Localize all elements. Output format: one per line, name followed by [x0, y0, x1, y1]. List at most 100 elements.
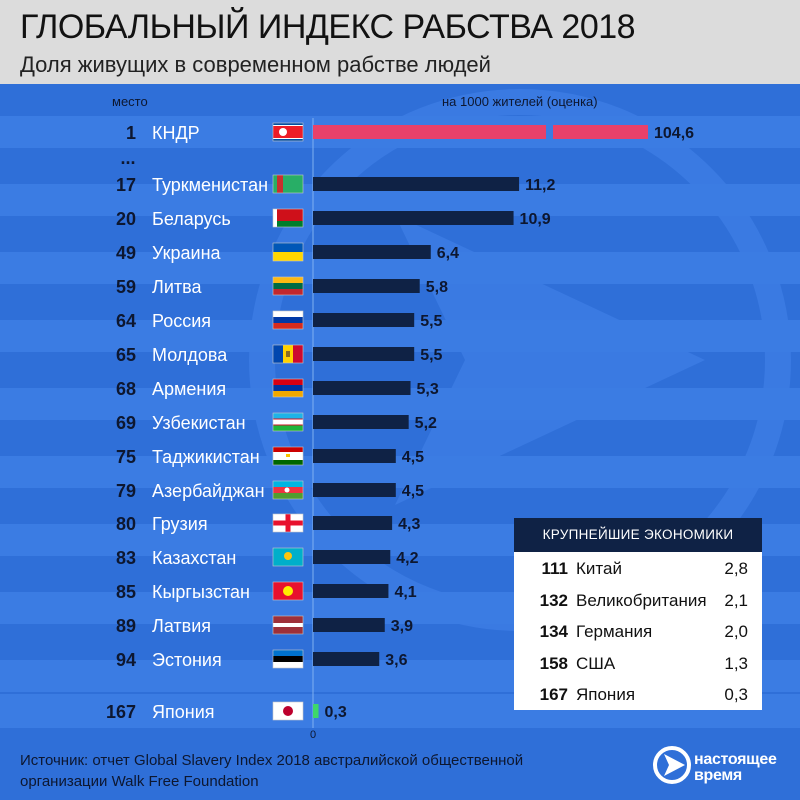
bar — [313, 449, 396, 463]
country-label: Беларусь — [152, 209, 231, 229]
rank-label: 17 — [116, 175, 136, 195]
source-note: Источник: отчет Global Slavery Index 201… — [20, 750, 523, 792]
flag-kz-icon — [272, 547, 304, 567]
unit-label: на 1000 жителей (оценка) — [442, 94, 598, 109]
bar — [313, 584, 389, 598]
flag-lt-icon — [272, 276, 304, 296]
country-label: Таджикистан — [152, 447, 260, 467]
country-label: Латвия — [152, 616, 211, 636]
bar — [313, 347, 415, 361]
flag-lv-icon — [272, 615, 304, 635]
economy-value: 2,0 — [724, 622, 748, 641]
flag-kg-icon — [272, 581, 304, 601]
value-label: 4,5 — [402, 449, 424, 466]
economy-rank: 134 — [539, 622, 568, 641]
flag-jp-icon — [272, 701, 304, 721]
largest-economies-panel: КРУПНЕЙШИЕ ЭКОНОМИКИ 111 Китай 2,8 132 Велик… — [514, 518, 762, 710]
rank-label: 59 — [116, 277, 136, 297]
value-label: 4,5 — [402, 483, 424, 500]
rank-label: 83 — [116, 548, 136, 568]
economy-country: Великобритания — [576, 590, 707, 610]
rank-label: 65 — [116, 345, 136, 365]
country-label: Узбекистан — [152, 413, 246, 433]
flag-by-icon — [272, 208, 304, 228]
bar — [313, 125, 546, 139]
country-label: Грузия — [152, 514, 208, 534]
value-label: 0,3 — [325, 704, 347, 721]
header: ГЛОБАЛЬНЫЙ ИНДЕКС РАБСТВА 2018 Доля живу… — [0, 0, 800, 84]
rank-label: 49 — [116, 243, 136, 263]
rank-label: 85 — [116, 582, 136, 602]
economy-value: 2,8 — [724, 559, 748, 578]
bar — [313, 483, 396, 497]
flag-az-icon — [272, 480, 304, 500]
rank-label: 79 — [116, 481, 136, 501]
rank-label: 80 — [116, 514, 136, 534]
economy-row: 132 Великобритания 2,1 — [514, 584, 762, 616]
value-label: 5,2 — [415, 415, 437, 432]
bar — [313, 550, 391, 564]
bar — [313, 313, 415, 327]
value-label: 4,3 — [398, 516, 420, 533]
economy-rank: 167 — [539, 685, 568, 704]
bar — [313, 415, 409, 429]
rank-label: 64 — [116, 311, 136, 331]
rank-ellipsis: ... — [120, 148, 135, 168]
country-label: Азербайджан — [152, 481, 265, 501]
bar — [313, 618, 385, 632]
value-label: 5,5 — [420, 347, 442, 364]
value-label: 4,1 — [394, 584, 416, 601]
flag-ru-icon — [272, 310, 304, 330]
brand-line: настоящее — [694, 751, 777, 768]
value-label: 5,3 — [417, 381, 439, 398]
value-label: 5,5 — [420, 313, 442, 330]
country-label: Кыргызстан — [152, 582, 250, 602]
value-label: 4,2 — [396, 550, 418, 567]
rank-label: 69 — [116, 413, 136, 433]
value-label: 5,8 — [426, 279, 448, 296]
rank-label: 89 — [116, 616, 136, 636]
bar — [313, 177, 520, 191]
economy-rank: 132 — [539, 590, 568, 610]
bar — [313, 704, 319, 718]
value-label: 3,9 — [391, 618, 413, 635]
economies-title: КРУПНЕЙШИЕ ЭКОНОМИКИ — [514, 518, 762, 552]
rank-column-label: место — [112, 94, 148, 109]
economy-value: 0,3 — [724, 685, 748, 704]
page-subtitle: Доля живущих в современном рабстве людей — [20, 52, 491, 77]
flag-kp-icon — [272, 122, 304, 142]
bar — [313, 245, 431, 259]
brand-logo-text: настоящее время — [694, 752, 777, 784]
flag-tj-icon — [272, 446, 304, 466]
rank-label: 1 — [126, 123, 136, 143]
bar — [313, 279, 420, 293]
country-label: Япония — [152, 702, 215, 722]
value-label: 10,9 — [520, 211, 551, 228]
zero-tick-label: 0 — [310, 729, 316, 741]
value-label: 3,6 — [385, 652, 407, 669]
flag-uz-icon — [272, 412, 304, 432]
country-label: Армения — [152, 379, 226, 399]
economy-value: 2,1 — [724, 590, 748, 610]
row-band — [0, 456, 800, 488]
country-label: Украина — [152, 243, 222, 263]
value-label: 6,4 — [437, 245, 459, 262]
economy-row: 111 Китай 2,8 — [514, 552, 762, 584]
flag-ee-icon — [272, 649, 304, 669]
country-label: Туркменистан — [152, 175, 268, 195]
rank-label: 68 — [116, 379, 136, 399]
economy-rank: 111 — [541, 559, 569, 578]
rank-label: 94 — [116, 650, 136, 670]
country-label: Эстония — [152, 650, 222, 670]
flag-md-icon — [272, 344, 304, 364]
bar — [313, 381, 411, 395]
country-label: Литва — [152, 277, 202, 297]
flag-ge-icon — [272, 513, 304, 533]
play-logo-icon — [653, 746, 691, 784]
country-label: КНДР — [152, 123, 200, 143]
country-label: Молдова — [152, 345, 228, 365]
flag-ua-icon — [272, 242, 304, 262]
economy-country: Германия — [576, 622, 653, 641]
economy-country: Китай — [576, 559, 622, 578]
